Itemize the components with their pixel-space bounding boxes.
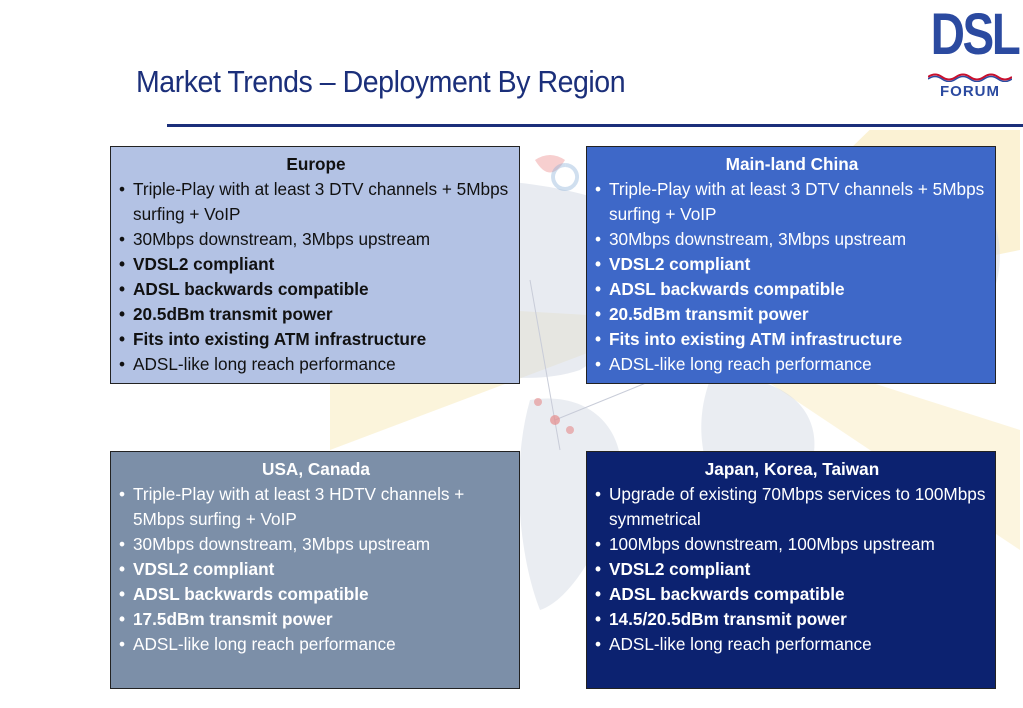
list-item: 30Mbps downstream, 3Mbps upstream	[119, 532, 513, 557]
region-heading-europe: Europe	[286, 154, 346, 174]
list-item: ADSL-like long reach performance	[119, 352, 513, 377]
list-item: ADSL backwards compatible	[119, 582, 513, 607]
list-item: ADSL backwards compatible	[595, 582, 989, 607]
list-item: VDSL2 compliant	[595, 252, 989, 277]
region-heading-japan-korea-taiwan: Japan, Korea, Taiwan	[704, 459, 880, 479]
list-item: ADSL-like long reach performance	[595, 632, 989, 657]
list-item: VDSL2 compliant	[119, 557, 513, 582]
region-box-japan-korea-taiwan: Japan, Korea, Taiwan Upgrade of existing…	[586, 451, 996, 689]
list-item: VDSL2 compliant	[595, 557, 989, 582]
slide-title: Market Trends – Deployment By Region	[136, 64, 626, 99]
region-list-china: Triple-Play with at least 3 DTV channels…	[595, 177, 989, 377]
list-item: Triple-Play with at least 3 HDTV channel…	[119, 482, 513, 532]
list-item: ADSL backwards compatible	[119, 277, 513, 302]
list-item: ADSL backwards compatible	[595, 277, 989, 302]
region-heading-usa-canada: USA, Canada	[262, 459, 370, 479]
logo-wave-mark	[928, 73, 1012, 82]
list-item: VDSL2 compliant	[119, 252, 513, 277]
list-item: 30Mbps downstream, 3Mbps upstream	[595, 227, 989, 252]
dsl-forum-logo: DSL FORUM	[922, 2, 1021, 100]
region-list-japan-korea-taiwan: Upgrade of existing 70Mbps services to 1…	[595, 482, 989, 657]
region-box-china: Main-land China Triple-Play with at leas…	[586, 146, 996, 384]
list-item: 30Mbps downstream, 3Mbps upstream	[119, 227, 513, 252]
list-item: Fits into existing ATM infrastructure	[595, 327, 989, 352]
logo-sub-text: FORUM	[940, 83, 1000, 100]
list-item: ADSL-like long reach performance	[119, 632, 513, 657]
list-item: Upgrade of existing 70Mbps services to 1…	[595, 482, 989, 532]
region-heading-china: Main-land China	[725, 154, 859, 174]
list-item: 20.5dBm transmit power	[595, 302, 989, 327]
list-item: ADSL-like long reach performance	[595, 352, 989, 377]
title-divider	[167, 124, 1023, 127]
list-item: 20.5dBm transmit power	[119, 302, 513, 327]
list-item: Triple-Play with at least 3 DTV channels…	[595, 177, 989, 227]
region-box-usa-canada: USA, Canada Triple-Play with at least 3 …	[110, 451, 520, 689]
logo-main-text: DSL	[930, 2, 1021, 67]
region-box-europe: Europe Triple-Play with at least 3 DTV c…	[110, 146, 520, 384]
list-item: 17.5dBm transmit power	[119, 607, 513, 632]
list-item: 14.5/20.5dBm transmit power	[595, 607, 989, 632]
region-list-europe: Triple-Play with at least 3 DTV channels…	[119, 177, 513, 377]
list-item: Fits into existing ATM infrastructure	[119, 327, 513, 352]
list-item: Triple-Play with at least 3 DTV channels…	[119, 177, 513, 227]
list-item: 100Mbps downstream, 100Mbps upstream	[595, 532, 989, 557]
region-list-usa-canada: Triple-Play with at least 3 HDTV channel…	[119, 482, 513, 657]
